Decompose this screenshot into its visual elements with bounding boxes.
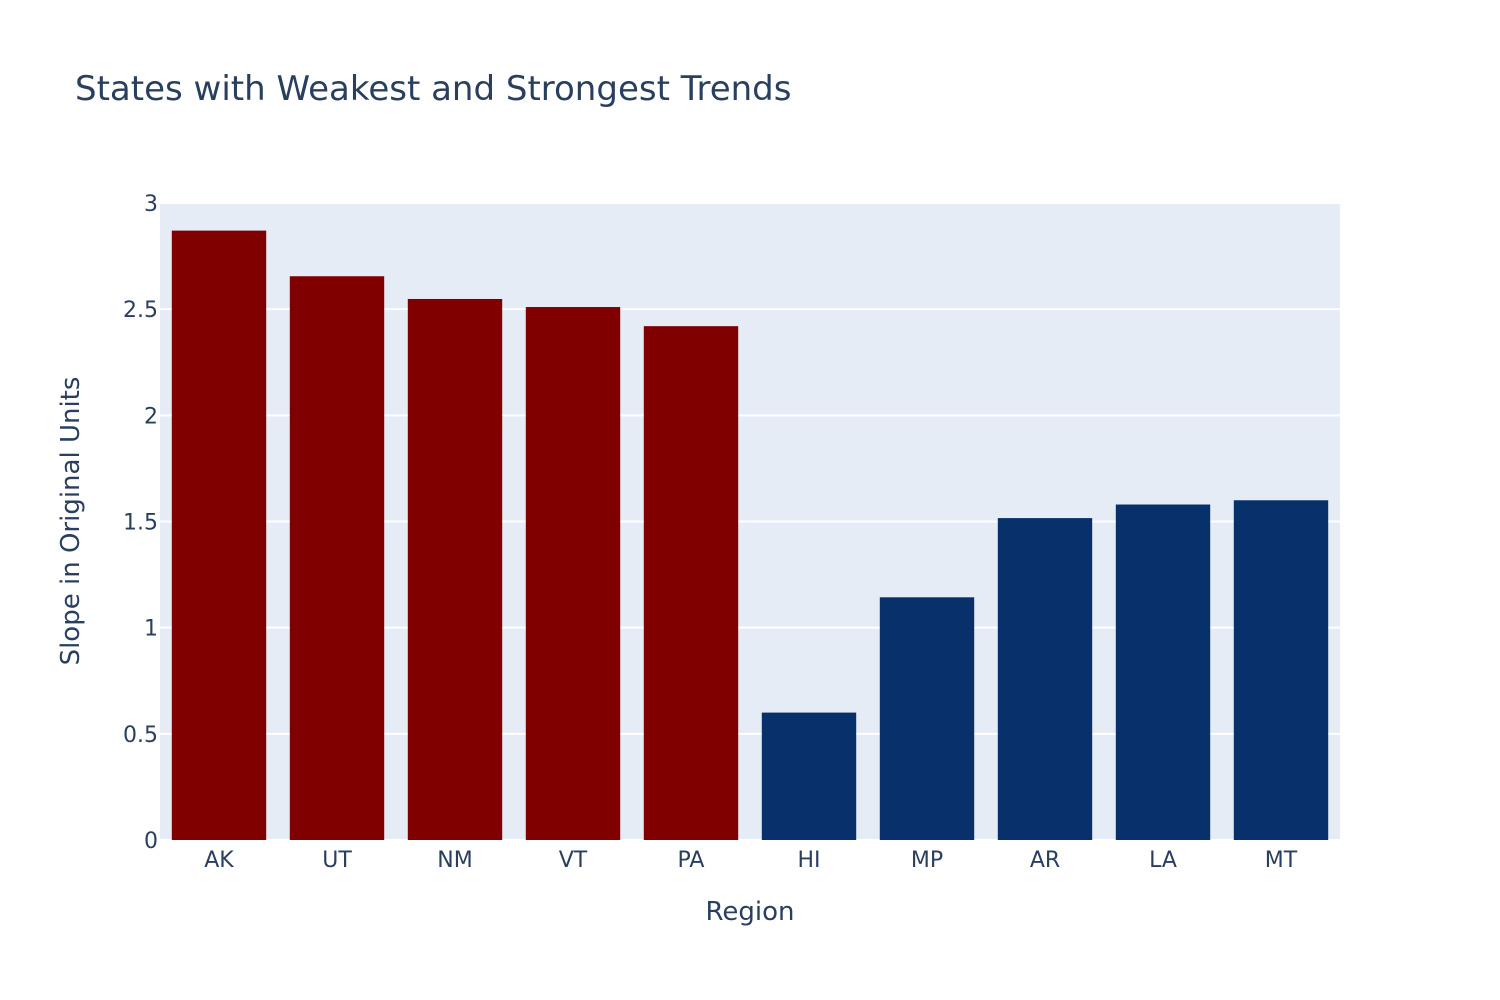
y-tick-label: 1: [144, 617, 158, 642]
bar-nm: [407, 298, 503, 840]
y-tick-label: 2.5: [123, 298, 158, 323]
x-tick-label: AK: [204, 848, 234, 873]
bar-la: [1115, 504, 1211, 840]
x-axis-title: Region: [705, 897, 794, 927]
x-tick-label: UT: [322, 848, 352, 873]
y-tick-label: 0: [144, 829, 158, 854]
y-tick-label: 1.5: [123, 511, 158, 536]
chart-title: States with Weakest and Strongest Trends: [75, 69, 791, 109]
x-tick-label: MT: [1265, 848, 1298, 873]
x-tick-label: PA: [678, 848, 705, 873]
y-axis-title: Slope in Original Units: [56, 377, 86, 666]
x-tick-label: AR: [1030, 848, 1060, 873]
bar-ut: [289, 276, 385, 840]
bar-hi: [761, 712, 857, 840]
bar-mt: [1233, 500, 1329, 840]
x-tick-label: NM: [437, 848, 472, 873]
bar-ar: [997, 518, 1093, 840]
x-tick-label: LA: [1149, 848, 1177, 873]
y-tick-label: 3: [144, 192, 158, 217]
y-tick-label: 2: [144, 404, 158, 429]
x-tick-label: VT: [559, 848, 588, 873]
bar-pa: [643, 326, 739, 840]
bar-mp: [879, 597, 975, 840]
bars: [171, 230, 1329, 840]
bar-vt: [525, 307, 621, 840]
plot-area: [160, 202, 1340, 841]
x-axis-ticks: AK UT NM VT PA HI MP AR LA MT: [204, 848, 1298, 873]
x-tick-label: HI: [797, 848, 820, 873]
bar-ak: [171, 230, 267, 840]
y-axis-ticks: 0 0.5 1 1.5 2 2.5 3: [123, 192, 158, 854]
y-tick-label: 0.5: [123, 723, 158, 748]
x-tick-label: MP: [911, 848, 943, 873]
